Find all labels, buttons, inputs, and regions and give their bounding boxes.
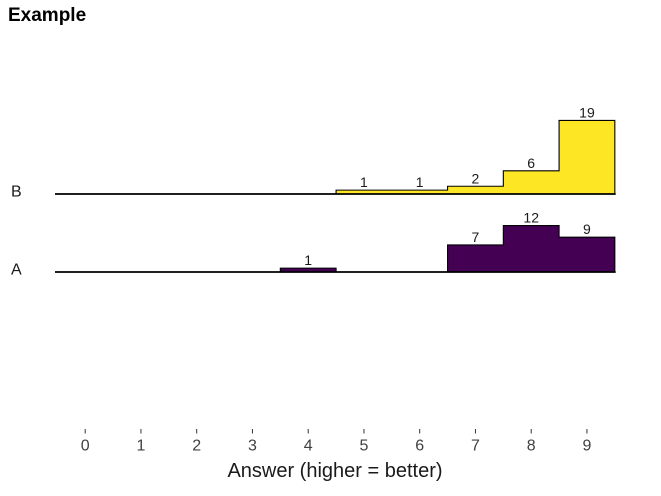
x-tick-label: 0 (81, 438, 90, 455)
x-tick-label: 4 (304, 438, 313, 455)
row-label-B: B (11, 184, 22, 201)
histogram-silhouette-B (335, 119, 616, 195)
histogram-silhouette-A (447, 225, 616, 273)
count-label: 12 (523, 210, 539, 226)
x-tick-label: 5 (359, 438, 368, 455)
x-axis-title: Answer (higher = better) (227, 460, 443, 482)
count-label: 9 (583, 221, 591, 237)
x-tick-label: 9 (582, 438, 591, 455)
x-tick-label: 8 (527, 438, 536, 455)
x-tick-label: 1 (136, 438, 145, 455)
plot-title: Example (8, 5, 87, 26)
x-tick-label: 2 (192, 438, 201, 455)
count-label: 7 (472, 229, 480, 245)
row-label-A: A (11, 262, 22, 279)
x-tick-label: 7 (471, 438, 480, 455)
x-tick-label: 6 (415, 438, 424, 455)
count-label: 2 (472, 170, 480, 186)
count-label: 1 (304, 252, 312, 268)
count-label: 1 (416, 174, 424, 190)
count-label: 6 (527, 155, 535, 171)
count-label: 19 (579, 104, 595, 120)
count-label: 1 (360, 174, 368, 190)
x-tick-label: 3 (248, 438, 257, 455)
